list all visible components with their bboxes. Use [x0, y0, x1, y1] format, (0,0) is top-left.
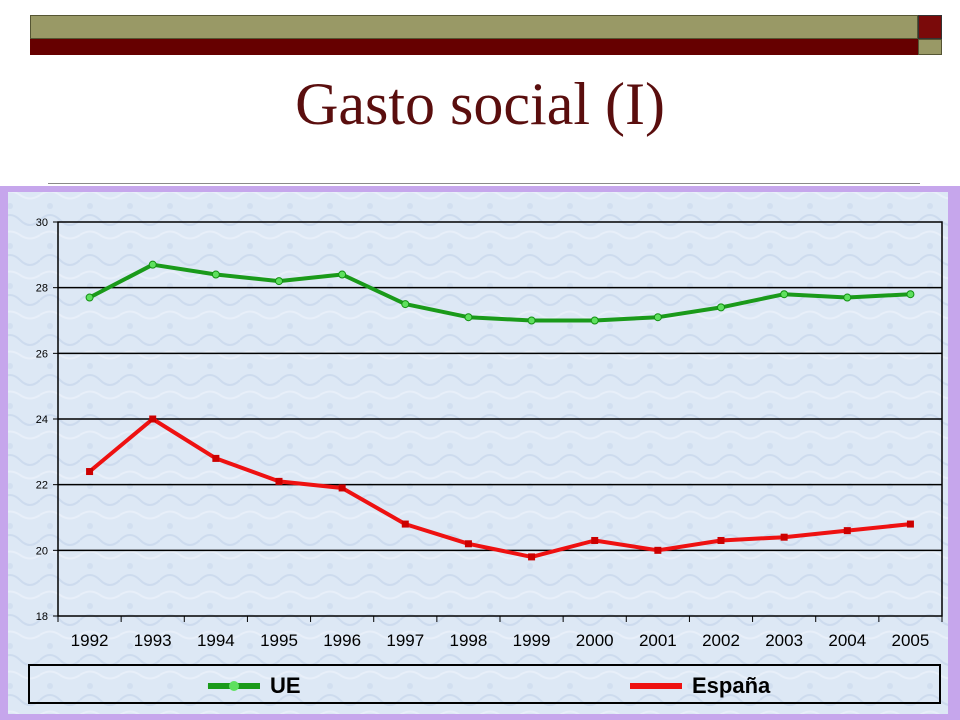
- data-point-ue: [653, 313, 662, 322]
- data-point-ue: [717, 303, 725, 312]
- y-tick-label: 24: [36, 414, 48, 426]
- data-point-ue: [527, 316, 536, 325]
- y-tick-label: 18: [36, 611, 48, 623]
- data-point-espana: [464, 540, 472, 548]
- x-tick-label: 1995: [260, 631, 298, 650]
- data-point-espana: [401, 520, 409, 528]
- legend-item-ue: UE: [208, 666, 301, 706]
- data-point-ue: [401, 300, 410, 309]
- legend-item-espana: España: [630, 666, 770, 706]
- data-point-ue: [85, 293, 94, 302]
- series-line-ue: [88, 262, 911, 323]
- series-line-espana: [88, 417, 911, 559]
- y-tick-label: 22: [36, 480, 48, 492]
- data-point-espana: [906, 520, 914, 528]
- legend: UE España: [28, 664, 941, 704]
- x-tick-label: 2003: [765, 631, 803, 650]
- data-point-ue: [338, 270, 347, 279]
- data-point-ue: [590, 316, 599, 325]
- data-point-ue: [843, 293, 852, 302]
- data-point-espana: [591, 536, 599, 544]
- header-maroon-bar: [30, 39, 918, 55]
- data-point-espana: [528, 553, 536, 561]
- data-point-espana: [212, 454, 220, 462]
- x-tick-label: 2004: [828, 631, 866, 650]
- legend-label-espana: España: [692, 673, 771, 698]
- header-maroon-square: [918, 15, 942, 39]
- data-point-ue: [148, 260, 157, 269]
- header-olive-bar: [30, 15, 918, 39]
- legend-swatch-ue: [208, 681, 260, 691]
- data-point-ue: [906, 290, 915, 299]
- x-tick-label: 1997: [386, 631, 424, 650]
- x-tick-label: 1998: [450, 631, 488, 650]
- x-tick-label: 2002: [702, 631, 740, 650]
- data-point-espana: [275, 477, 283, 485]
- y-tick-label: 26: [36, 348, 48, 360]
- x-tick-label: 1999: [513, 631, 551, 650]
- data-point-espana: [338, 484, 346, 492]
- x-tick-label: 1993: [134, 631, 172, 650]
- header-olive-square: [918, 39, 942, 55]
- y-tick-label: 28: [36, 283, 48, 295]
- data-point-ue: [211, 270, 220, 279]
- data-point-espana: [717, 536, 725, 544]
- x-tick-label: 2005: [892, 631, 930, 650]
- data-point-espana: [149, 415, 157, 423]
- legend-label-ue: UE: [270, 673, 301, 698]
- title-divider: [48, 183, 920, 184]
- x-tick-label: 1996: [323, 631, 361, 650]
- slide-title: Gasto social (I): [295, 71, 665, 137]
- data-point-espana: [780, 533, 788, 541]
- x-tick-label: 2001: [639, 631, 677, 650]
- y-tick-label: 20: [36, 545, 48, 557]
- x-tick-label: 1994: [197, 631, 235, 650]
- data-point-espana: [86, 468, 94, 476]
- x-tick-label: 2000: [576, 631, 614, 650]
- data-point-espana: [654, 546, 662, 554]
- data-point-ue: [464, 313, 473, 322]
- x-tick-label: 1992: [71, 631, 109, 650]
- y-tick-label: 30: [36, 217, 48, 229]
- legend-swatch-espana: [630, 683, 682, 689]
- data-point-ue: [275, 277, 283, 286]
- data-point-ue: [780, 290, 789, 299]
- data-point-espana: [843, 527, 851, 535]
